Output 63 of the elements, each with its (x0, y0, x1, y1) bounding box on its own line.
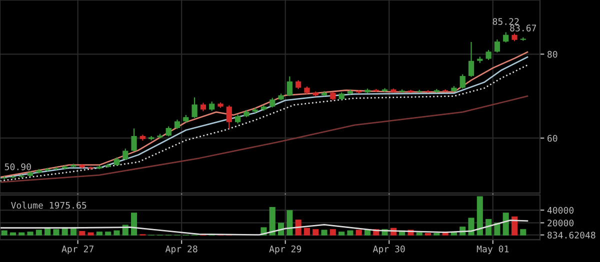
bar (114, 230, 120, 236)
bar (520, 229, 526, 236)
x-tick-label: Apr 29 (269, 245, 302, 254)
bar (312, 229, 319, 236)
bar (364, 230, 371, 236)
bar (321, 230, 328, 236)
x-tick-label: Apr 28 (165, 245, 198, 254)
x-tick-label: May 01 (476, 245, 509, 254)
candlestick (486, 49, 492, 61)
bar (347, 230, 354, 236)
x-tick-label: Apr 27 (62, 245, 94, 254)
candlestick (166, 126, 172, 137)
bar (27, 232, 34, 236)
x-tick-label: Apr 30 (372, 245, 405, 254)
bar (338, 232, 345, 236)
bar (269, 206, 276, 236)
candlestick (131, 128, 137, 152)
candlestick (494, 38, 500, 54)
candlestick (88, 166, 94, 170)
bar (450, 232, 457, 236)
bar (79, 231, 86, 236)
bar (511, 216, 518, 236)
y-tick-label: 60 (548, 134, 558, 142)
bar (286, 210, 293, 236)
bar (10, 232, 16, 236)
bar (18, 232, 25, 236)
y-tick-label: 834.62048 (548, 232, 596, 239)
bar (502, 212, 509, 236)
annotation: 50.90 (4, 163, 31, 170)
bar (476, 196, 483, 236)
annotation: Volume 1975.65 (11, 202, 86, 209)
bar (295, 220, 302, 236)
y-tick-label: 40000 (547, 206, 574, 214)
bar (424, 232, 432, 236)
bar (486, 219, 492, 236)
bar (36, 230, 42, 236)
candlestick (174, 119, 180, 130)
candlestick (460, 74, 466, 90)
bar (1, 230, 8, 236)
bar (434, 232, 440, 236)
candlestick (192, 96, 198, 119)
candlestick (122, 148, 128, 160)
y-tick-label: 80 (548, 50, 558, 58)
bar (88, 232, 94, 236)
bar (53, 229, 60, 236)
bar (44, 228, 51, 236)
candlestick (226, 104, 232, 130)
candlestick (503, 32, 509, 43)
bar (96, 232, 102, 236)
candlestick (468, 41, 474, 78)
bar (304, 228, 310, 236)
candlestick (286, 76, 292, 97)
y-tick-label: 20000 (548, 220, 574, 226)
candlestick (209, 101, 215, 112)
bar (131, 212, 138, 236)
annotation: 85.22 (492, 18, 519, 25)
bar (105, 232, 112, 236)
bar (330, 229, 336, 236)
bar (356, 230, 362, 236)
bar (468, 218, 474, 236)
annotation: 83.67 (510, 24, 536, 32)
bar (416, 232, 422, 236)
candlestick (270, 97, 276, 108)
